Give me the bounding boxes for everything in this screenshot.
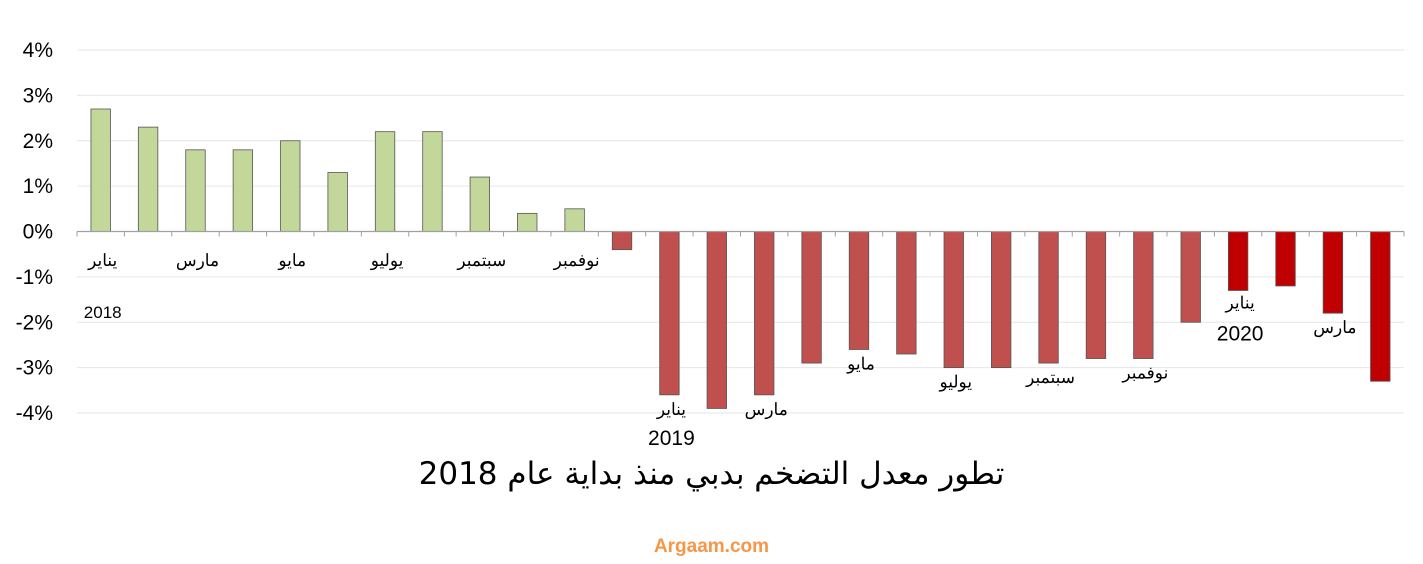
bar <box>374 131 396 232</box>
month-label: يوليو <box>370 251 404 271</box>
bar <box>564 208 585 232</box>
x-axis <box>76 230 1405 237</box>
month-label: مايو <box>846 354 875 374</box>
month-label: نوفمبر <box>1121 364 1168 384</box>
bar <box>848 231 870 350</box>
month-label: نوفمبر <box>553 251 600 271</box>
bar <box>896 231 917 355</box>
bar <box>232 149 254 232</box>
bar <box>422 131 443 232</box>
bar <box>1275 231 1296 287</box>
month-label: يناير <box>87 251 117 271</box>
bar <box>611 231 633 251</box>
bar <box>517 212 538 232</box>
inflation-bar-chart: 4% 3% 2% 1% 0% -1% -2% -3% -4% يناير مارس مايو يولي… <box>16 39 1405 450</box>
bar <box>1227 231 1249 291</box>
month-label: سبتمبر <box>1025 368 1075 388</box>
y-tick-label: 1% <box>23 175 53 198</box>
bar <box>991 231 1012 369</box>
bar <box>943 231 964 369</box>
month-label: سبتمبر <box>456 251 506 271</box>
y-tick-label: -3% <box>16 357 53 380</box>
month-label: مارس <box>176 251 219 271</box>
year-label: 2018 <box>84 303 122 322</box>
chart-title: تطور معدل التضخم بدبي منذ بداية عام 2018 <box>418 456 1005 492</box>
bar <box>1322 231 1344 314</box>
month-labels: يناير مارس مايو يوليو سبتمبر نوفمبر يناير مارس م… <box>84 251 1357 450</box>
bar <box>659 231 680 396</box>
month-label: مارس <box>1313 318 1356 338</box>
bar <box>137 126 159 232</box>
bar <box>1133 231 1154 359</box>
bar <box>1038 231 1059 364</box>
year-label: 2019 <box>648 427 695 450</box>
bar <box>1180 231 1201 323</box>
bar <box>706 231 727 409</box>
bar <box>801 231 822 364</box>
bar <box>90 108 111 232</box>
y-tick-label: -4% <box>16 402 53 425</box>
bar <box>1085 231 1107 359</box>
bar <box>185 149 206 232</box>
month-label: يوليو <box>938 373 972 393</box>
bar <box>754 231 775 396</box>
y-tick-label: 2% <box>23 130 53 153</box>
y-tick-label: 4% <box>23 39 53 62</box>
source-credit: Argaam.com <box>653 536 770 557</box>
month-label: يناير <box>656 400 686 420</box>
bar <box>1370 231 1391 382</box>
year-label: 2020 <box>1217 322 1264 345</box>
bar <box>280 140 301 232</box>
bar <box>327 172 348 232</box>
y-tick-label: -2% <box>16 311 53 334</box>
y-axis-ticks: 4% 3% 2% 1% 0% -1% -2% -3% -4% <box>16 39 53 425</box>
month-label: مارس <box>745 400 788 420</box>
y-tick-label: 0% <box>23 221 53 244</box>
month-label: يناير <box>1225 293 1255 313</box>
bar <box>469 176 490 232</box>
y-tick-label: -1% <box>16 266 53 289</box>
month-label: مايو <box>277 251 306 271</box>
y-tick-label: 3% <box>23 84 53 107</box>
